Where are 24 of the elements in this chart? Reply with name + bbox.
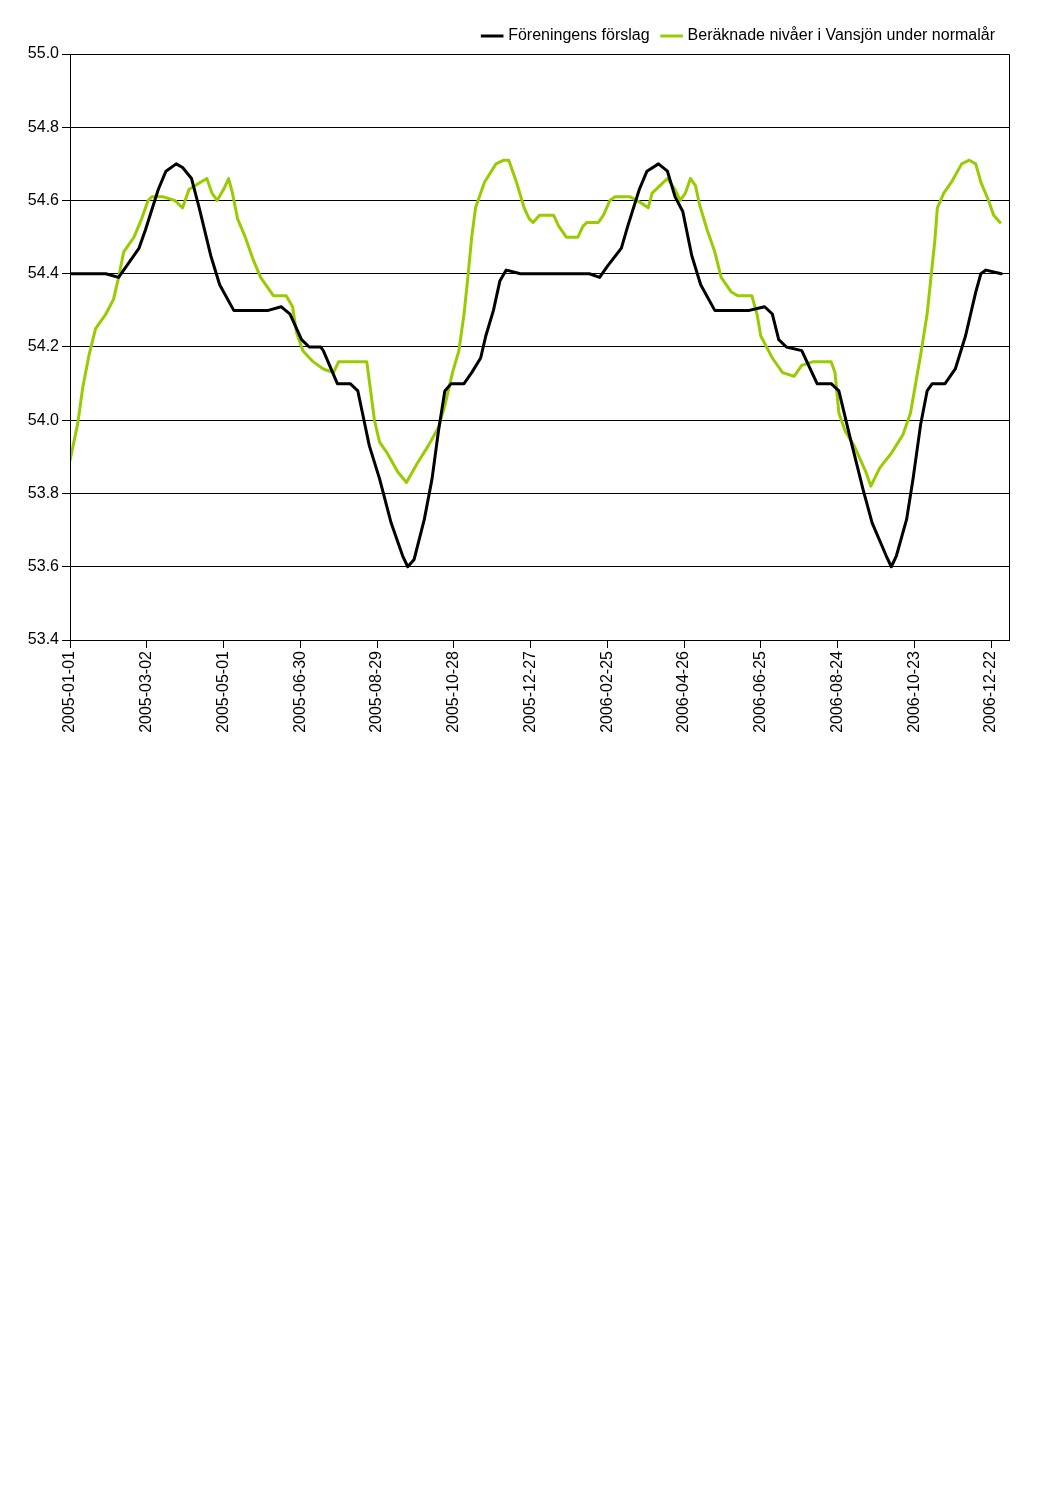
- x-tick-label: 2006-10-23: [904, 650, 922, 733]
- y-tick-label: 53.4: [27, 630, 60, 648]
- y-tick-label: 53.6: [27, 557, 60, 575]
- x-tick-label: 2006-08-24: [827, 650, 845, 733]
- y-tick-label: 54.8: [27, 117, 60, 135]
- x-tick-label: 2006-12-22: [981, 650, 999, 733]
- x-tick-label: 2005-12-27: [520, 650, 538, 733]
- y-tick-label: 54.2: [27, 337, 60, 355]
- x-tick-label: 2005-08-29: [367, 650, 385, 733]
- x-tick-label: 2006-04-26: [674, 650, 692, 733]
- x-tick-label: 2005-05-01: [213, 650, 231, 733]
- y-tick-label: 54.0: [27, 410, 60, 428]
- x-tick-label: 2005-06-30: [290, 650, 308, 733]
- x-tick-label: 2005-01-01: [60, 650, 78, 733]
- legend-label: Föreningens förslag: [508, 26, 650, 44]
- x-tick-label: 2005-03-02: [137, 650, 155, 733]
- x-tick-label: 2005-10-28: [444, 650, 462, 733]
- y-tick-label: 54.4: [27, 264, 60, 282]
- x-tick-label: 2006-06-25: [751, 650, 769, 733]
- y-tick-label: 55.0: [27, 44, 60, 62]
- y-tick-label: 54.6: [27, 190, 60, 208]
- y-tick-label: 53.8: [27, 483, 60, 501]
- x-tick-label: 2006-02-25: [597, 650, 615, 733]
- legend-label: Beräknade nivåer i Vansjön under normalår: [687, 26, 996, 44]
